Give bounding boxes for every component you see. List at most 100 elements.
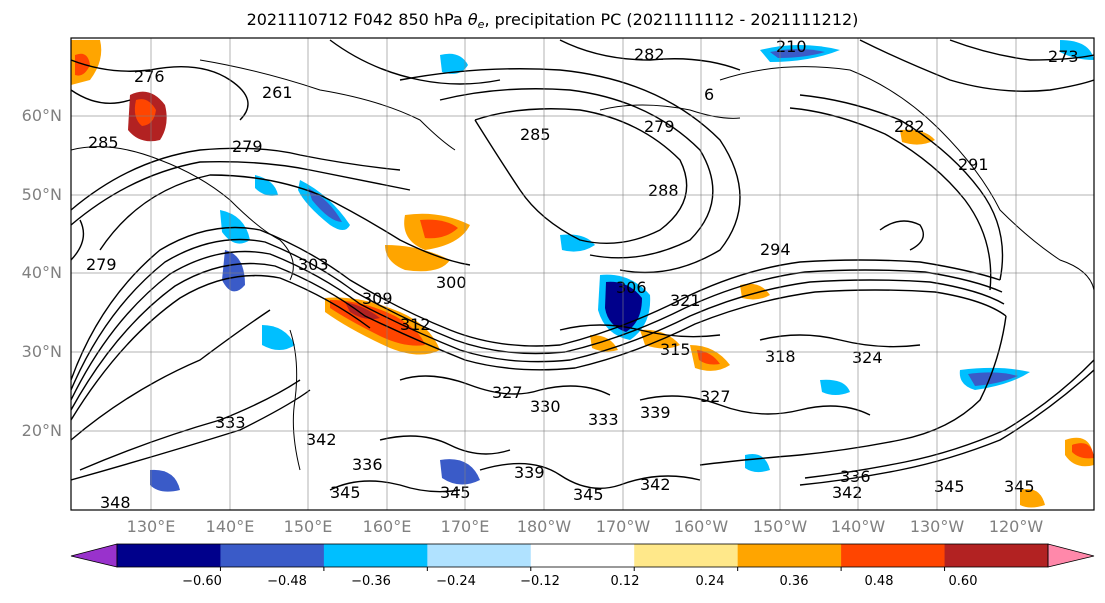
colorbar-tick-label: 0.48 [864,574,894,589]
contour-line [329,480,461,493]
colorbar-segment [117,544,221,567]
contour-line [759,334,921,348]
contour-line [399,68,741,274]
contour-line [71,59,249,121]
colorbar-segment [841,544,946,567]
colorbar-tick-label: −0.24 [436,574,476,589]
contour-label: 345 [440,483,471,502]
lon-label: 150°E [283,517,333,536]
coastline [719,66,1094,291]
contour-label: 327 [700,387,731,406]
lon-label: 130°W [909,517,965,536]
coastline [71,146,294,281]
lon-label: 160°E [362,517,412,536]
contour-label: 339 [514,463,545,482]
contour-label: 336 [840,467,871,486]
contour-label: 261 [262,83,293,102]
contour-label: 309 [362,289,393,308]
contour-line [799,369,1094,486]
contour-line [804,359,1094,479]
contour-label: 285 [88,133,119,152]
lon-label: 160°W [673,517,729,536]
precip-patch [968,372,1018,386]
colorbar-tick-label: 0.60 [948,574,978,589]
contour-label: 294 [760,240,791,259]
contour-line [99,174,471,266]
precip-patch [262,325,295,350]
contour-label: 279 [232,137,263,156]
contour-label: 336 [352,455,383,474]
contour-line [479,462,701,490]
contour-line [71,250,1005,401]
theta-e-contours [71,39,1094,493]
precip-patch [697,350,720,365]
lat-label: 40°N [21,263,62,282]
precip-patch [255,175,278,196]
lon-label: 140°W [830,517,886,536]
contour-line [379,435,511,455]
contour-line [71,89,131,105]
contour-line [859,39,1094,92]
lon-label: 140°E [205,517,255,536]
contour-line [79,379,301,471]
contour-label: 282 [894,117,925,136]
precip-patch [220,210,250,244]
colorbar-tick-label: −0.36 [351,574,391,589]
precip-patch [1072,443,1094,459]
colorbar-segment [530,544,635,567]
colorbar-segment [323,544,428,567]
graticule [71,38,1094,510]
lat-label: 50°N [21,185,62,204]
colorbar-tick-label: 0.36 [779,574,809,589]
precip-shading [71,40,1094,508]
contour-label: 327 [492,383,523,402]
contour-label: 288 [648,181,679,200]
title-prefix: 2021110712 F042 850 hPa [246,10,468,29]
colorbar-extend-right [1047,543,1095,568]
colorbar-tick-label: −0.48 [267,574,307,589]
contour-line [399,375,611,396]
colorbar-extend-left [70,543,118,568]
colorbar [70,543,1095,571]
contour-label: 210 [776,37,807,56]
colorbar-tick-label: −0.60 [182,574,222,589]
contour-label: 345 [573,485,604,504]
coastline [599,104,741,119]
contour-label: 333 [588,410,619,429]
contour-label: 339 [640,403,671,422]
contour-label: 345 [934,477,965,496]
contour-label: 342 [306,430,337,449]
coastlines [71,59,1094,471]
contour-line [71,238,1003,391]
contour-line [559,39,741,71]
precip-patch [440,53,468,74]
precip-patch [308,188,342,222]
lon-label: 150°W [752,517,808,536]
contour-line [879,220,924,251]
colorbar-segment [427,544,532,567]
map-frame [70,37,1095,511]
lon-label: 120°W [988,517,1044,536]
coastline [199,59,456,151]
contour-line [71,219,85,261]
contour-label: 6 [704,85,714,104]
colorbar-segment [220,544,325,567]
contour-line [71,274,371,421]
contour-line [949,39,1094,61]
contour-label: 306 [616,278,647,297]
lat-label: 30°N [21,342,62,361]
contour-label: 285 [520,125,551,144]
contour-line [329,39,501,85]
map-title: 2021110712 F042 850 hPa θe, precipitatio… [0,10,1105,31]
contour-line [799,94,1004,281]
contour-line [71,147,401,211]
colorbar-frame [116,543,1049,568]
precip-patch [345,302,380,320]
contour-label: 345 [1004,477,1035,496]
contour-label: 282 [634,45,665,64]
contour-line [559,324,721,338]
contour-label: 276 [134,67,165,86]
colorbar-tick-label: 0.12 [610,574,640,589]
precip-patch [820,379,850,395]
